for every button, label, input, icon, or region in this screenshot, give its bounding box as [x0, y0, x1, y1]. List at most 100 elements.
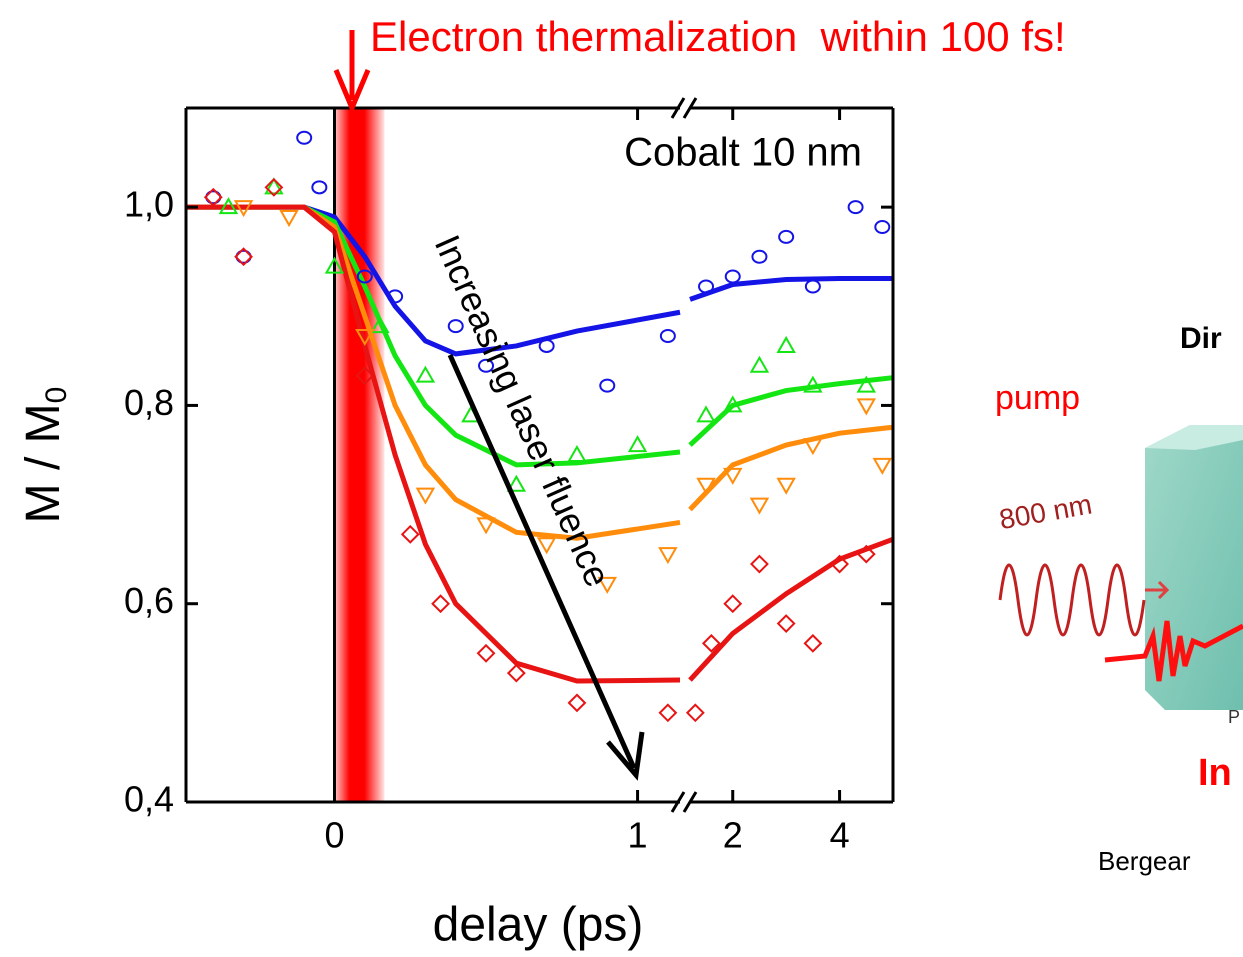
data-point — [356, 269, 373, 284]
data-point — [856, 398, 877, 416]
data-point — [567, 693, 587, 713]
data-point — [659, 329, 676, 344]
data-point — [856, 544, 876, 564]
data-point — [400, 524, 420, 544]
x-tick-label: 0 — [324, 815, 344, 856]
x-axis-label: delay (ps) — [433, 899, 644, 952]
data-point — [723, 395, 743, 413]
data-point — [567, 444, 587, 462]
fit-line — [186, 204, 681, 357]
data-point — [536, 537, 557, 555]
data-point — [324, 256, 345, 274]
data-point — [776, 614, 796, 633]
data-point — [233, 200, 254, 218]
data-point — [749, 497, 770, 515]
x-tick-label: 1 — [628, 815, 648, 856]
data-point — [476, 517, 496, 535]
data-point — [698, 279, 715, 294]
data-point — [370, 316, 390, 334]
probe-tag: P — [1228, 707, 1240, 727]
pump-label: pump — [995, 379, 1080, 417]
chart-title: Electron thermalization within 100 fs! — [370, 13, 1066, 60]
data-point — [506, 474, 527, 492]
axis-break — [670, 791, 698, 813]
data-point — [203, 187, 223, 207]
data-point — [830, 554, 849, 574]
y-axis-label: M / M0 — [17, 387, 73, 524]
data-point — [872, 457, 893, 475]
data-point — [696, 477, 716, 495]
data-point — [701, 633, 721, 653]
data-point — [597, 576, 617, 594]
title-arrow — [333, 30, 371, 115]
data-point — [750, 554, 769, 574]
axis-break — [670, 97, 698, 119]
data-point — [296, 130, 313, 145]
data-point — [776, 335, 796, 353]
data-point — [415, 365, 436, 383]
data-point — [874, 219, 891, 234]
data-point — [723, 594, 743, 614]
y-axis-label-main: M / M — [17, 403, 70, 523]
data-point — [696, 405, 716, 423]
probe-pulse — [1104, 620, 1243, 682]
credit: Bergear — [1098, 846, 1191, 876]
y-tick-label: 0,8 — [124, 382, 174, 423]
data-point — [723, 467, 743, 485]
data-point — [778, 229, 795, 244]
data-point — [803, 438, 823, 456]
fit-line — [186, 204, 681, 684]
data-point — [538, 338, 555, 353]
x-tick-label: 4 — [830, 815, 850, 856]
data-point — [218, 197, 239, 215]
data-point — [856, 375, 877, 393]
data-point — [355, 366, 375, 386]
fit-line — [688, 375, 894, 447]
fit-line — [689, 276, 893, 302]
data-point — [658, 703, 678, 723]
pump-wave — [998, 563, 1146, 637]
pump-pulse-band — [334, 108, 385, 802]
data-point — [776, 477, 796, 495]
data-point — [234, 247, 253, 267]
data-point — [847, 200, 864, 215]
fluence-arrow — [447, 353, 645, 781]
data-point — [599, 378, 616, 393]
data-point — [506, 663, 526, 683]
slab-top — [1145, 425, 1243, 450]
fit-line — [688, 536, 894, 682]
fit-line — [688, 424, 894, 512]
data-point — [447, 319, 464, 334]
arrow-label: Increasing laser fluence — [427, 229, 619, 593]
panel-heading: Dir — [1180, 322, 1222, 355]
x-tick-label: 2 — [723, 815, 743, 856]
data-point — [658, 547, 678, 565]
data-point — [279, 210, 299, 228]
data-point — [264, 177, 284, 195]
pump-arrow — [1145, 580, 1170, 600]
data-point — [685, 703, 705, 723]
data-point — [627, 435, 648, 453]
y-tick-label: 0,6 — [124, 580, 174, 621]
data-point — [476, 643, 496, 663]
y-tick-label: 1,0 — [124, 184, 174, 225]
data-point — [804, 279, 821, 294]
panel-caption: In — [1198, 752, 1232, 794]
data-point — [264, 177, 284, 197]
side-diagram — [998, 425, 1243, 710]
data-point — [415, 487, 436, 505]
y-axis-label-sub: 0 — [40, 387, 73, 404]
data-point — [355, 329, 375, 347]
data-point — [431, 594, 450, 614]
data-point — [803, 633, 823, 653]
data-point — [749, 355, 770, 373]
data-point — [478, 358, 495, 373]
data-point — [387, 289, 404, 304]
data-point — [803, 375, 823, 393]
data-point — [724, 269, 741, 284]
data-point — [311, 180, 328, 195]
data-point — [751, 249, 768, 264]
wavelength-label: 800 nm — [997, 488, 1094, 535]
